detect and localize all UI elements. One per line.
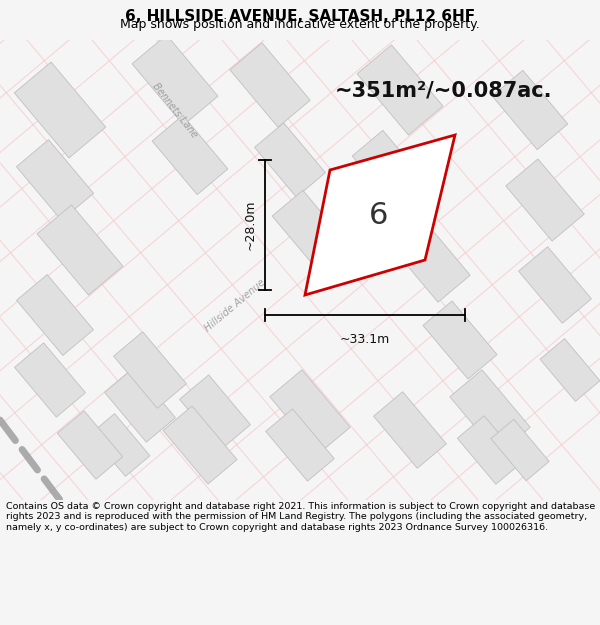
- Polygon shape: [152, 116, 228, 194]
- Polygon shape: [270, 370, 350, 454]
- Polygon shape: [374, 392, 446, 468]
- Polygon shape: [254, 123, 325, 197]
- Polygon shape: [14, 343, 85, 417]
- Polygon shape: [352, 131, 428, 209]
- Polygon shape: [272, 191, 348, 269]
- Polygon shape: [37, 205, 123, 295]
- Text: Contains OS data © Crown copyright and database right 2021. This information is : Contains OS data © Crown copyright and d…: [6, 502, 595, 532]
- Polygon shape: [266, 409, 334, 481]
- Polygon shape: [390, 217, 470, 302]
- Text: 6: 6: [369, 201, 388, 229]
- Polygon shape: [90, 414, 150, 476]
- Polygon shape: [132, 35, 218, 125]
- Polygon shape: [357, 45, 443, 135]
- Polygon shape: [457, 416, 523, 484]
- Polygon shape: [14, 62, 106, 158]
- Polygon shape: [450, 370, 530, 454]
- Polygon shape: [305, 135, 455, 295]
- Polygon shape: [16, 140, 94, 220]
- Text: ~33.1m: ~33.1m: [340, 333, 390, 346]
- Text: Hillside Avenue: Hillside Avenue: [203, 277, 267, 333]
- Text: Map shows position and indicative extent of the property.: Map shows position and indicative extent…: [120, 18, 480, 31]
- Polygon shape: [491, 419, 549, 481]
- Text: Bennets Lane: Bennets Lane: [151, 81, 199, 139]
- Polygon shape: [17, 274, 94, 356]
- Polygon shape: [179, 375, 250, 449]
- Polygon shape: [506, 159, 584, 241]
- Text: ~351m²/~0.087ac.: ~351m²/~0.087ac.: [335, 80, 553, 100]
- Polygon shape: [58, 411, 122, 479]
- Text: ~28.0m: ~28.0m: [244, 200, 257, 250]
- Polygon shape: [518, 247, 592, 323]
- Polygon shape: [104, 368, 175, 442]
- Polygon shape: [163, 406, 237, 484]
- Polygon shape: [230, 42, 310, 127]
- Polygon shape: [423, 301, 497, 379]
- Polygon shape: [113, 332, 187, 408]
- Text: 6, HILLSIDE AVENUE, SALTASH, PL12 6HF: 6, HILLSIDE AVENUE, SALTASH, PL12 6HF: [125, 9, 475, 24]
- Polygon shape: [540, 339, 600, 401]
- Polygon shape: [492, 71, 568, 149]
